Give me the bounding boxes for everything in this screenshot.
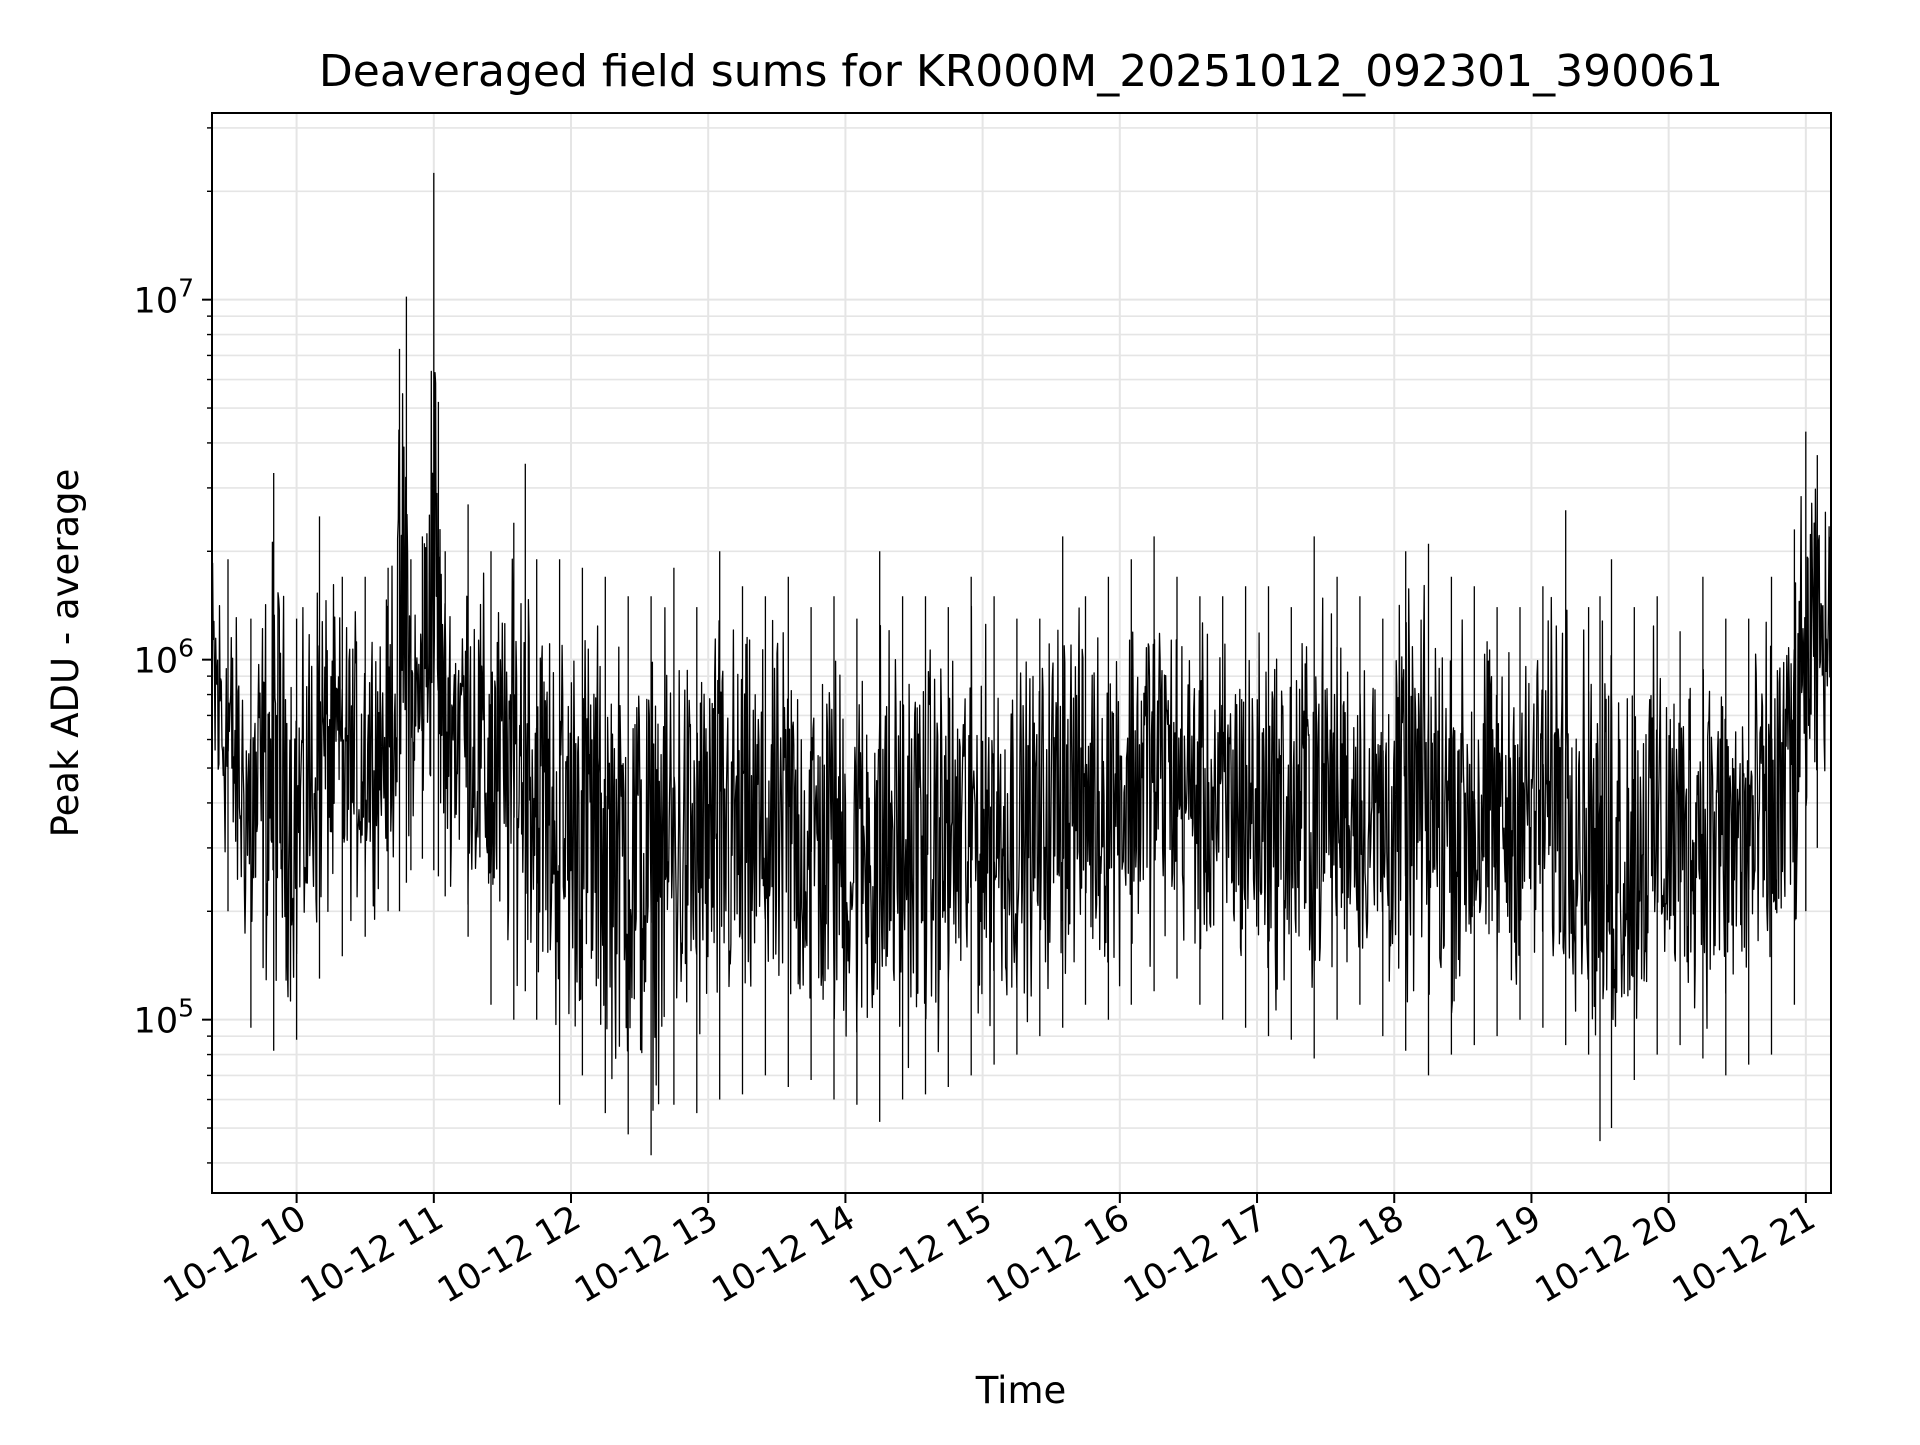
y-tick-label: 107 <box>134 274 194 322</box>
plot-area-frame <box>211 112 1832 1194</box>
x-axis-label: Time <box>975 1369 1067 1412</box>
chart-title: Deaveraged field sums for KR000M_2025101… <box>319 46 1723 97</box>
y-tick-exponent: 7 <box>178 274 194 303</box>
y-tick-label: 106 <box>134 634 194 682</box>
y-tick-base: 10 <box>134 642 179 682</box>
data-layer <box>211 172 1832 1156</box>
y-tick-base: 10 <box>134 282 179 322</box>
y-axis-label: Peak ADU - average <box>44 469 87 838</box>
y-tick-label: 105 <box>134 994 194 1042</box>
series-line <box>211 172 1832 1156</box>
y-tick-exponent: 6 <box>178 634 194 663</box>
y-tick-base: 10 <box>134 1002 179 1042</box>
y-tick-exponent: 5 <box>178 994 194 1023</box>
